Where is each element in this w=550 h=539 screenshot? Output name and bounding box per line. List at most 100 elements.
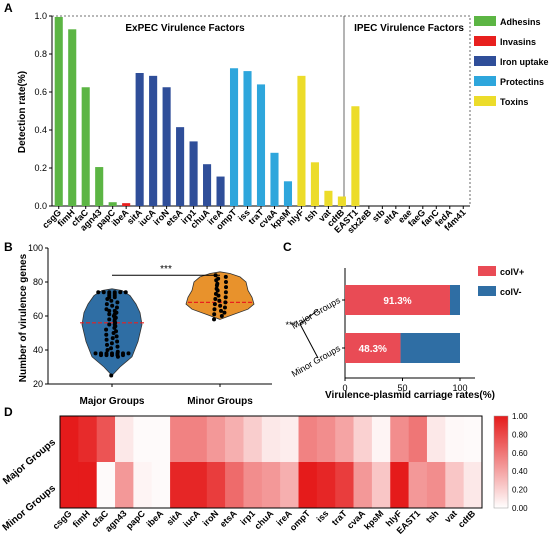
heatmap-cell-ibeA-1: [151, 462, 171, 508]
heatmap-col-label-kpsM: kpsM: [362, 508, 385, 531]
data-point: [219, 308, 224, 313]
heatmap-col-label-sitA: sitA: [165, 508, 184, 527]
heatmap-cell-iucA-0: [188, 416, 208, 462]
bar-tsh: [310, 162, 319, 206]
significance-label: ***: [160, 264, 172, 275]
data-point: [214, 283, 219, 288]
panel-b-y-tick-label: 40: [33, 345, 43, 355]
heatmap-col-label-iss: iss: [315, 508, 331, 524]
colorbar: [493, 415, 509, 509]
heatmap-cell-papC-1: [133, 462, 153, 508]
colorbar-tick-label: 0.80: [512, 430, 528, 439]
data-point: [99, 353, 103, 358]
heatmap-cell-ibeA-0: [151, 416, 171, 462]
heatmap-cell-traT-0: [335, 416, 354, 462]
heatmap-col-label-etsA: etsA: [218, 508, 239, 529]
heatmap-cell-ompT-0: [298, 416, 318, 462]
data-point: [110, 353, 114, 358]
heatmap-cell-iroN-0: [206, 416, 226, 462]
heatmap-cell-cvaA-1: [353, 462, 373, 508]
data-point: [121, 353, 125, 358]
panel-b-x-label-0: Major Groups: [79, 396, 144, 407]
data-point: [212, 312, 217, 317]
heatmap-col-label-fimH: fimH: [71, 508, 92, 529]
data-point: [214, 278, 219, 283]
region-label-ipec: IPEC Virulence Factors: [354, 23, 464, 34]
data-point: [223, 280, 228, 284]
heatmap-cell-ireA-1: [280, 462, 299, 508]
heatmap-cell-csgG-1: [60, 462, 79, 508]
heatmap-cell-ompT-1: [298, 462, 318, 508]
bar-iroN: [162, 87, 171, 206]
bar-traT: [256, 84, 266, 206]
panel-label-a: A: [4, 1, 13, 15]
heatmap-cell-csgG-0: [60, 416, 79, 462]
data-point: [216, 293, 221, 298]
panel-b-y-tick-label: 60: [33, 311, 43, 321]
data-point: [213, 297, 218, 301]
bar-ibeA: [122, 203, 131, 206]
panel-c-x-tick-label: 0: [342, 383, 347, 393]
panel-b-y-tick-label: 100: [28, 243, 43, 253]
data-point: [107, 312, 112, 317]
legend-label-iron-uptake: Iron uptake: [500, 57, 549, 67]
heatmap-col-label-tsh: tsh: [424, 508, 441, 525]
legend-label-toxins: Toxins: [500, 97, 528, 107]
region-box-ipec: [343, 15, 471, 207]
data-point: [222, 310, 227, 315]
heatmap-cell-sitA-1: [170, 462, 189, 508]
heatmap-cell-fimH-1: [78, 462, 97, 508]
panel-label-c: C: [283, 240, 292, 254]
data-point: [219, 314, 224, 318]
bar-ompT: [229, 68, 239, 206]
heatmap-col-label-csgG: csgG: [51, 508, 74, 531]
panel-b-y-tick-label: 20: [33, 379, 43, 389]
data-point: [215, 288, 220, 293]
heatmap-col-label-iucA: iucA: [181, 508, 202, 529]
heatmap-cell-fimH-0: [78, 416, 97, 462]
data-point: [217, 298, 222, 303]
colorbar-tick-label: 0.40: [512, 467, 528, 476]
bar-value-label-0: 91.3%: [383, 296, 411, 307]
heatmap-cell-traT-1: [335, 462, 354, 508]
bar-etsA: [176, 127, 185, 206]
heatmap-cell-cfaC-0: [96, 416, 116, 462]
data-point: [115, 354, 120, 359]
bar-colV--1: [400, 333, 460, 363]
panel-c-significance-label: ***: [285, 320, 296, 330]
heatmap-cell-irp1-0: [243, 416, 263, 462]
data-point: [126, 351, 131, 356]
data-point: [104, 332, 109, 337]
data-point: [109, 298, 114, 303]
data-point: [109, 341, 114, 346]
bar-papC: [108, 202, 117, 206]
heatmap-cell-papC-0: [133, 416, 153, 462]
colorbar-tick-label: 0.20: [512, 486, 528, 495]
data-point: [105, 342, 110, 347]
data-point: [105, 348, 110, 352]
data-point: [96, 290, 101, 295]
data-point: [212, 317, 217, 322]
bar-colV+-0: [345, 285, 450, 315]
heatmap-cell-cdtB-1: [463, 462, 483, 508]
colorbar-tick-label: 0.60: [512, 449, 528, 458]
data-point: [104, 327, 109, 332]
panel-a-y-tick-label: 0.8: [34, 49, 47, 59]
heatmap-col-label-ibeA: ibeA: [144, 508, 165, 529]
heatmap-cell-cvaA-0: [353, 416, 373, 462]
bar-colV--0: [449, 285, 460, 315]
bar-irp1: [189, 141, 198, 206]
legend-swatch-colV+: [478, 266, 496, 276]
data-point: [109, 373, 114, 378]
heatmap-cell-agn43-0: [115, 416, 134, 462]
heatmap-cell-tsh-1: [426, 462, 446, 508]
bar-agn43: [95, 167, 104, 206]
heatmap-cell-irp1-1: [243, 462, 263, 508]
data-point: [114, 334, 119, 339]
bar-ireA: [216, 176, 225, 206]
data-point: [107, 322, 112, 327]
data-point: [107, 308, 112, 313]
heatmap-cell-kpsM-1: [371, 462, 391, 508]
bar-sitA: [135, 73, 144, 206]
